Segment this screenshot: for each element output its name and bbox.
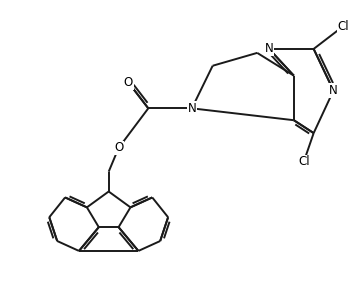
Text: O: O (124, 76, 133, 89)
Text: Cl: Cl (298, 155, 310, 168)
Text: N: N (329, 84, 338, 97)
Text: Cl: Cl (337, 20, 349, 33)
Text: O: O (114, 141, 123, 154)
Text: N: N (188, 102, 196, 115)
Text: N: N (265, 42, 273, 55)
